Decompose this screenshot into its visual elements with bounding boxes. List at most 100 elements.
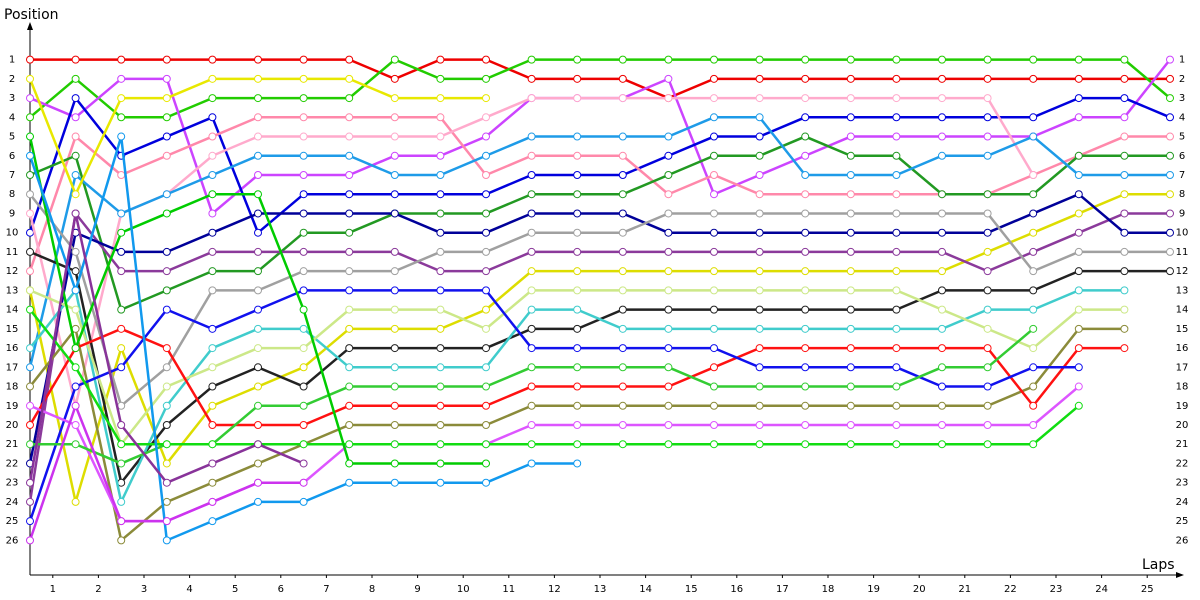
series-line	[28, 210, 1170, 503]
series-marker	[208, 94, 217, 103]
series-marker	[208, 247, 217, 256]
series-marker	[618, 247, 627, 256]
series-marker	[390, 401, 399, 410]
series-marker	[299, 209, 308, 218]
series-marker	[892, 305, 901, 314]
series-marker	[573, 74, 582, 83]
series-marker	[345, 171, 354, 179]
series-marker	[71, 363, 80, 372]
series-marker	[938, 190, 946, 199]
series-marker	[254, 305, 262, 314]
series-marker	[527, 228, 536, 237]
y-tick-label-right: 3	[1179, 93, 1185, 104]
series-marker	[162, 209, 171, 218]
series-marker	[1074, 55, 1083, 64]
y-tick-label-right: 16	[1176, 343, 1189, 354]
series-marker	[755, 55, 764, 64]
y-tick-label-right: 15	[1176, 324, 1189, 335]
series-marker	[1166, 55, 1174, 64]
series-marker	[983, 440, 992, 449]
series-marker	[801, 113, 810, 122]
series-marker	[755, 94, 764, 103]
series-marker	[573, 401, 582, 410]
series-marker	[755, 344, 764, 353]
series-marker	[710, 113, 718, 122]
series-marker	[618, 190, 627, 199]
series-marker	[846, 305, 855, 314]
series-marker	[618, 382, 627, 391]
series-marker	[71, 421, 80, 429]
series-marker	[801, 440, 810, 449]
series-marker	[1074, 228, 1083, 237]
series-marker	[71, 344, 80, 353]
series-marker	[71, 247, 80, 256]
x-tick-label: 13	[594, 584, 607, 595]
x-tick-label: 6	[278, 584, 284, 595]
series-marker	[208, 478, 217, 487]
series-marker	[26, 74, 34, 83]
series-line	[28, 192, 1170, 464]
y-tick-label-right: 1	[1179, 55, 1185, 66]
series-marker	[482, 440, 490, 449]
series-marker	[983, 324, 992, 333]
y-tick-label: 25	[6, 516, 19, 527]
series-marker	[938, 247, 946, 256]
series-marker	[938, 305, 946, 314]
series-marker	[710, 324, 718, 333]
series-marker	[801, 382, 810, 391]
series-marker	[1029, 305, 1038, 314]
series-marker	[1166, 94, 1174, 103]
series-marker	[983, 132, 992, 141]
series-marker	[938, 286, 946, 295]
series-marker	[254, 190, 262, 199]
series-marker	[1029, 363, 1038, 372]
series-marker	[345, 286, 354, 295]
series-marker	[892, 171, 901, 179]
series-marker	[26, 190, 34, 199]
series-marker	[710, 305, 718, 314]
series-marker	[299, 401, 308, 410]
series-marker	[436, 228, 445, 237]
series-marker	[117, 421, 126, 429]
series-marker	[801, 267, 810, 276]
series-marker	[938, 132, 946, 141]
series-marker	[846, 55, 855, 64]
series-marker	[162, 286, 171, 295]
series-marker	[846, 382, 855, 391]
series-marker	[208, 440, 217, 449]
series-marker	[345, 55, 354, 64]
series-marker	[208, 324, 217, 333]
series-marker	[527, 324, 536, 333]
series-marker	[390, 305, 399, 314]
series-marker	[162, 190, 171, 199]
series-marker	[71, 401, 80, 410]
series-marker	[117, 247, 126, 256]
series-marker	[618, 171, 627, 179]
series-marker	[983, 94, 992, 103]
series-marker	[71, 132, 80, 141]
series-marker	[117, 228, 126, 237]
series-marker	[846, 344, 855, 353]
series-marker	[710, 363, 718, 372]
series-marker	[71, 440, 80, 449]
series-marker	[482, 344, 490, 353]
series-marker	[573, 171, 582, 179]
series-marker	[436, 382, 445, 391]
series-marker	[755, 74, 764, 83]
y-tick-label: 4	[9, 112, 15, 123]
series-marker	[1120, 190, 1129, 199]
series-marker	[26, 132, 34, 141]
series-marker	[938, 344, 946, 353]
series-marker	[254, 94, 262, 103]
series-marker	[710, 228, 718, 237]
series-marker	[390, 382, 399, 391]
y-tick-label: 10	[6, 228, 19, 239]
series-marker	[254, 344, 262, 353]
series-marker	[162, 132, 171, 141]
series-marker	[254, 421, 262, 429]
series-marker	[983, 286, 992, 295]
series-marker	[664, 171, 673, 179]
series-marker	[71, 190, 80, 199]
series-marker	[1074, 305, 1083, 314]
series-marker	[345, 113, 354, 122]
